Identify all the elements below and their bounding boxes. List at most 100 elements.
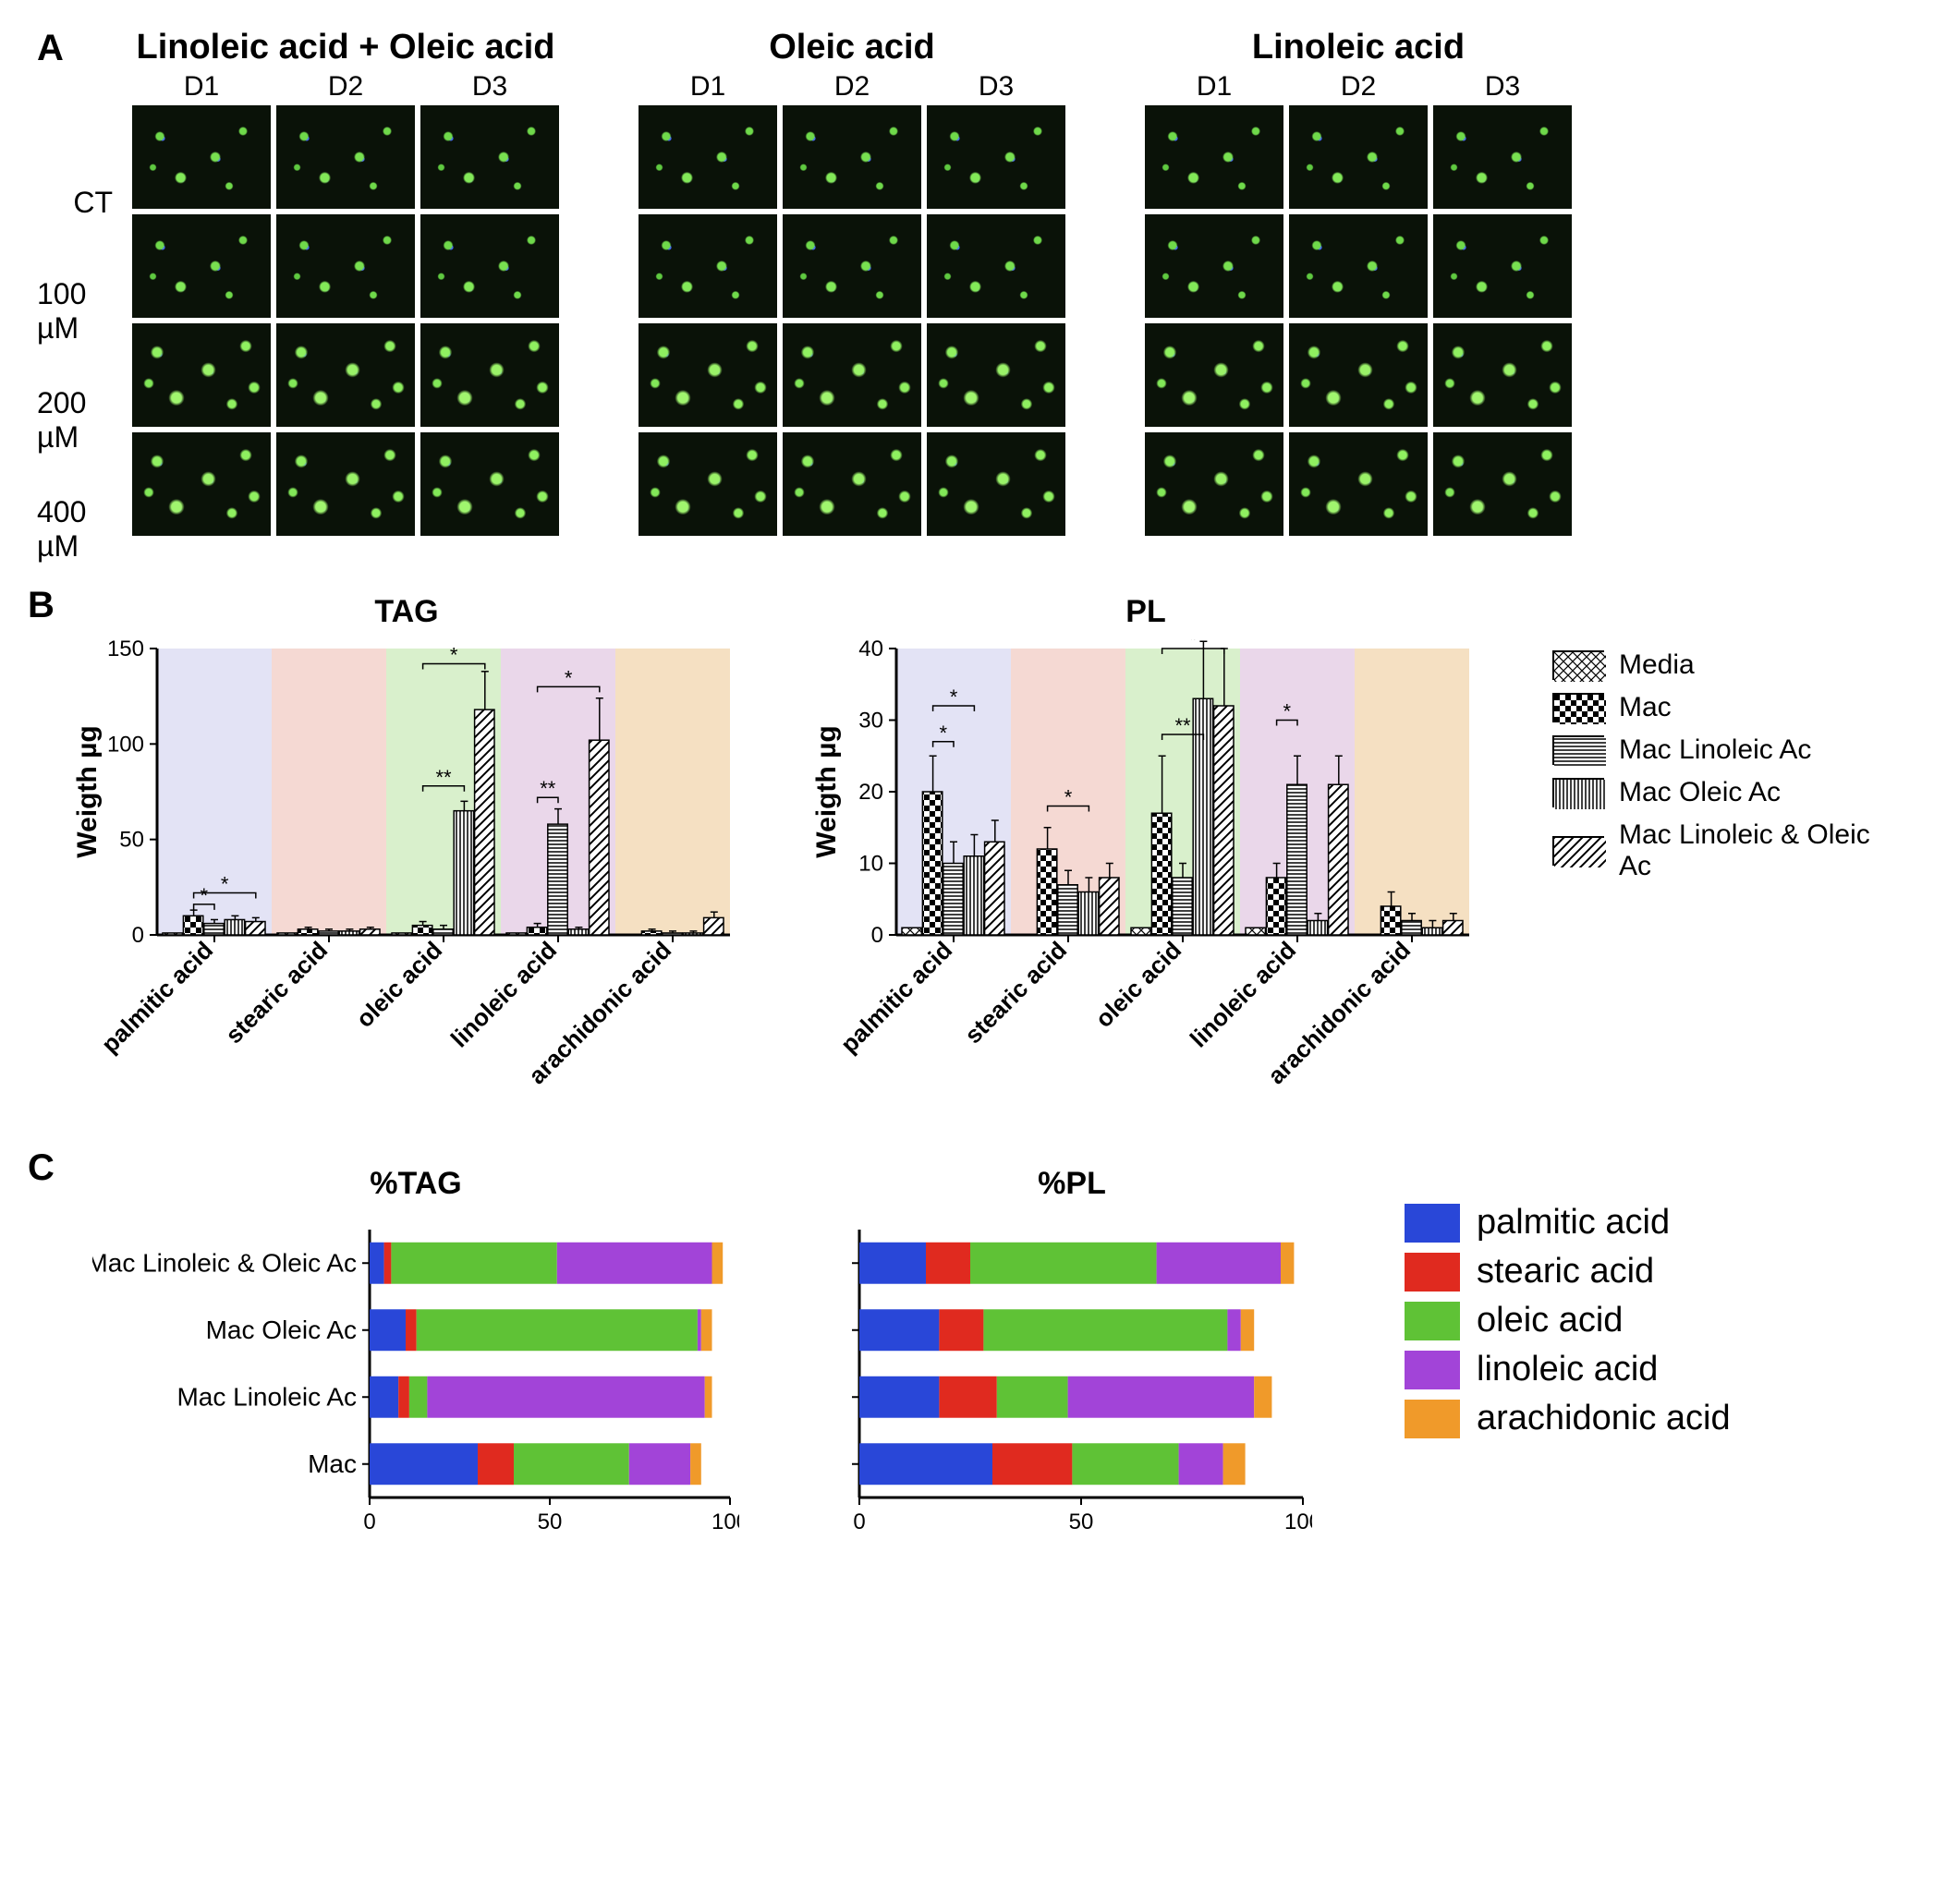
svg-text:*: * xyxy=(1064,786,1073,809)
micrograph xyxy=(1145,105,1283,209)
panel-a: A CT100 µM200 µM400 µM Linoleic acid + O… xyxy=(37,28,1897,539)
svg-text:100: 100 xyxy=(1284,1510,1312,1534)
micrograph xyxy=(783,105,921,209)
panel-a-content: Linoleic acid + Oleic acidD1D2D3Oleic ac… xyxy=(37,28,1897,539)
svg-text:palmitic acid: palmitic acid xyxy=(96,936,219,1059)
legend-item: arachidonic acid xyxy=(1405,1399,1731,1438)
svg-text:*: * xyxy=(201,884,209,907)
treatment-title: Linoleic acid xyxy=(1142,28,1575,67)
micrograph xyxy=(1289,323,1428,427)
micrograph xyxy=(276,105,415,209)
col-header: D3 xyxy=(927,71,1065,103)
col-header: D1 xyxy=(639,71,777,103)
treatment-title: Oleic acid xyxy=(636,28,1068,67)
micrograph xyxy=(1145,214,1283,318)
micrograph xyxy=(927,323,1065,427)
svg-text:palmitic acid: palmitic acid xyxy=(835,936,958,1059)
micrograph xyxy=(1289,214,1428,318)
micrograph xyxy=(783,214,921,318)
svg-text:50: 50 xyxy=(119,828,144,853)
micrograph xyxy=(1289,432,1428,536)
row-label: 100 µM xyxy=(37,257,120,366)
col-header: D2 xyxy=(783,71,921,103)
svg-text:0: 0 xyxy=(363,1510,375,1534)
legend-item: Mac Oleic Ac xyxy=(1552,777,1897,808)
svg-text:oleic acid: oleic acid xyxy=(350,936,447,1033)
micrograph xyxy=(1433,432,1572,536)
row-label: CT xyxy=(37,148,120,257)
svg-text:*: * xyxy=(1283,700,1292,723)
micrograph xyxy=(420,105,559,209)
legend-b: Media Mac Mac Linoleic Ac Mac Oleic Ac Mac L… xyxy=(1552,649,1897,893)
svg-text:*: * xyxy=(1189,639,1198,651)
svg-text:150: 150 xyxy=(107,639,144,661)
svg-text:*: * xyxy=(940,722,948,745)
svg-text:stearic acid: stearic acid xyxy=(959,936,1072,1049)
svg-text:*: * xyxy=(221,873,229,896)
svg-text:Mac Linoleic & Oleic Ac: Mac Linoleic & Oleic Ac xyxy=(92,1248,357,1277)
legend-item: oleic acid xyxy=(1405,1301,1731,1340)
legend-item: Mac xyxy=(1552,692,1897,723)
svg-text:20: 20 xyxy=(858,780,883,805)
col-header: D2 xyxy=(276,71,415,103)
panel-c-label: C xyxy=(28,1147,55,1189)
svg-text:0: 0 xyxy=(853,1510,865,1534)
treatment-title: Linoleic acid + Oleic acid xyxy=(129,28,562,67)
micrograph xyxy=(132,214,271,318)
panel-c-content: %TAG 050100Mac Linoleic & Oleic AcMac Ol… xyxy=(37,1166,1897,1558)
svg-text:Mac Linoleic Ac: Mac Linoleic Ac xyxy=(176,1382,357,1411)
panel-b-content: TAG 050100150Weigth µgpalmitic acidstear… xyxy=(37,594,1897,1120)
micrograph xyxy=(132,323,271,427)
svg-text:oleic acid: oleic acid xyxy=(1089,936,1186,1033)
treatment-block: Oleic acid D1D2D3 xyxy=(636,28,1068,539)
svg-text:linoleic acid: linoleic acid xyxy=(1185,936,1301,1052)
col-header: D2 xyxy=(1289,71,1428,103)
legend-item: Mac Linoleic & Oleic Ac xyxy=(1552,819,1897,882)
svg-text:10: 10 xyxy=(858,852,883,877)
svg-text:Weigth µg: Weigth µg xyxy=(74,725,103,857)
micrograph xyxy=(1145,323,1283,427)
micrograph xyxy=(1433,105,1572,209)
svg-text:30: 30 xyxy=(858,709,883,734)
svg-text:Weigth µg: Weigth µg xyxy=(813,725,842,857)
legend-item: linoleic acid xyxy=(1405,1350,1731,1389)
micrograph xyxy=(132,105,271,209)
legend-item: stearic acid xyxy=(1405,1252,1731,1292)
row-label: 200 µM xyxy=(37,366,120,475)
chart-tag: TAG 050100150Weigth µgpalmitic acidstear… xyxy=(74,594,739,1120)
svg-text:Mac Oleic Ac: Mac Oleic Ac xyxy=(206,1316,357,1344)
col-header: D3 xyxy=(1433,71,1572,103)
micrograph xyxy=(639,323,777,427)
chart-pct-tag: %TAG 050100Mac Linoleic & Oleic AcMac Ol… xyxy=(92,1166,739,1558)
micrograph xyxy=(639,432,777,536)
svg-text:*: * xyxy=(450,644,458,667)
col-header: D3 xyxy=(420,71,559,103)
legend-item: palmitic acid xyxy=(1405,1203,1731,1243)
svg-text:Mac: Mac xyxy=(308,1449,357,1478)
panel-b-label: B xyxy=(28,585,55,626)
panel-c: C %TAG 050100Mac Linoleic & Oleic AcMac … xyxy=(37,1166,1897,1558)
chart-pct-pl: %PL 050100 xyxy=(832,1166,1312,1558)
micrograph xyxy=(276,432,415,536)
col-header: D1 xyxy=(1145,71,1283,103)
svg-text:0: 0 xyxy=(871,923,883,948)
col-header: D1 xyxy=(132,71,271,103)
micrograph xyxy=(783,323,921,427)
svg-text:*: * xyxy=(565,666,573,689)
micrograph xyxy=(420,432,559,536)
panel-a-label: A xyxy=(37,28,64,69)
svg-text:**: ** xyxy=(1174,714,1191,737)
svg-text:linoleic acid: linoleic acid xyxy=(445,936,562,1052)
svg-text:*: * xyxy=(950,685,958,709)
micrograph xyxy=(639,214,777,318)
chart-pl: PL 010203040Weigth µgpalmitic acidsteari… xyxy=(813,594,1478,1120)
micrograph xyxy=(1289,105,1428,209)
micrograph xyxy=(132,432,271,536)
micrograph xyxy=(783,432,921,536)
svg-text:**: ** xyxy=(540,777,556,800)
legend-item: Media xyxy=(1552,649,1897,681)
micrograph xyxy=(276,323,415,427)
svg-text:**: ** xyxy=(435,766,452,789)
legend-item: Mac Linoleic Ac xyxy=(1552,734,1897,766)
row-label: 400 µM xyxy=(37,475,120,584)
